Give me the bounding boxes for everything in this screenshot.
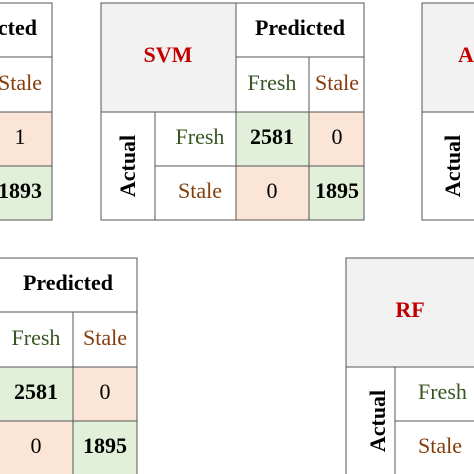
cell: 0 [100,379,111,404]
panel: Predicted Stale 1 1893 [0,2,53,221]
row-axis: Actual [115,135,140,197]
col-label: Stale [0,70,42,95]
row-axis: Actual [440,135,465,197]
cell: 0 [332,124,343,149]
cell: 0 [31,433,42,458]
header: Predicted [255,15,345,40]
title: SVM [144,42,193,67]
cell: 1895 [83,433,127,458]
col-label: Fresh [248,70,297,95]
col-label: Fresh [12,325,61,350]
panel: A Actual [421,2,474,221]
cell: 1893 [0,178,42,203]
header: Predicted [0,15,37,40]
cell: 1895 [315,178,359,203]
row-label: Stale [418,433,462,458]
cell: 2581 [14,379,58,404]
col-label: Stale [83,325,127,350]
row-label: Stale [178,178,222,203]
panel: SVM Predicted Fresh Stale Actual Fresh S… [100,2,365,221]
header: Predicted [23,270,113,295]
row-axis: Actual [365,390,390,452]
cell: 0 [267,178,278,203]
cell: 2581 [250,124,294,149]
panel: Predicted Fresh Stale 2581 0 0 1895 [0,257,138,474]
col-label: Stale [315,70,359,95]
title: RF [395,297,424,322]
row-label: Fresh [176,124,225,149]
title: A [458,42,474,67]
cell: 1 [15,124,26,149]
panel: RF Actual Fresh Stale [345,257,474,474]
row-label: Fresh [418,379,467,404]
